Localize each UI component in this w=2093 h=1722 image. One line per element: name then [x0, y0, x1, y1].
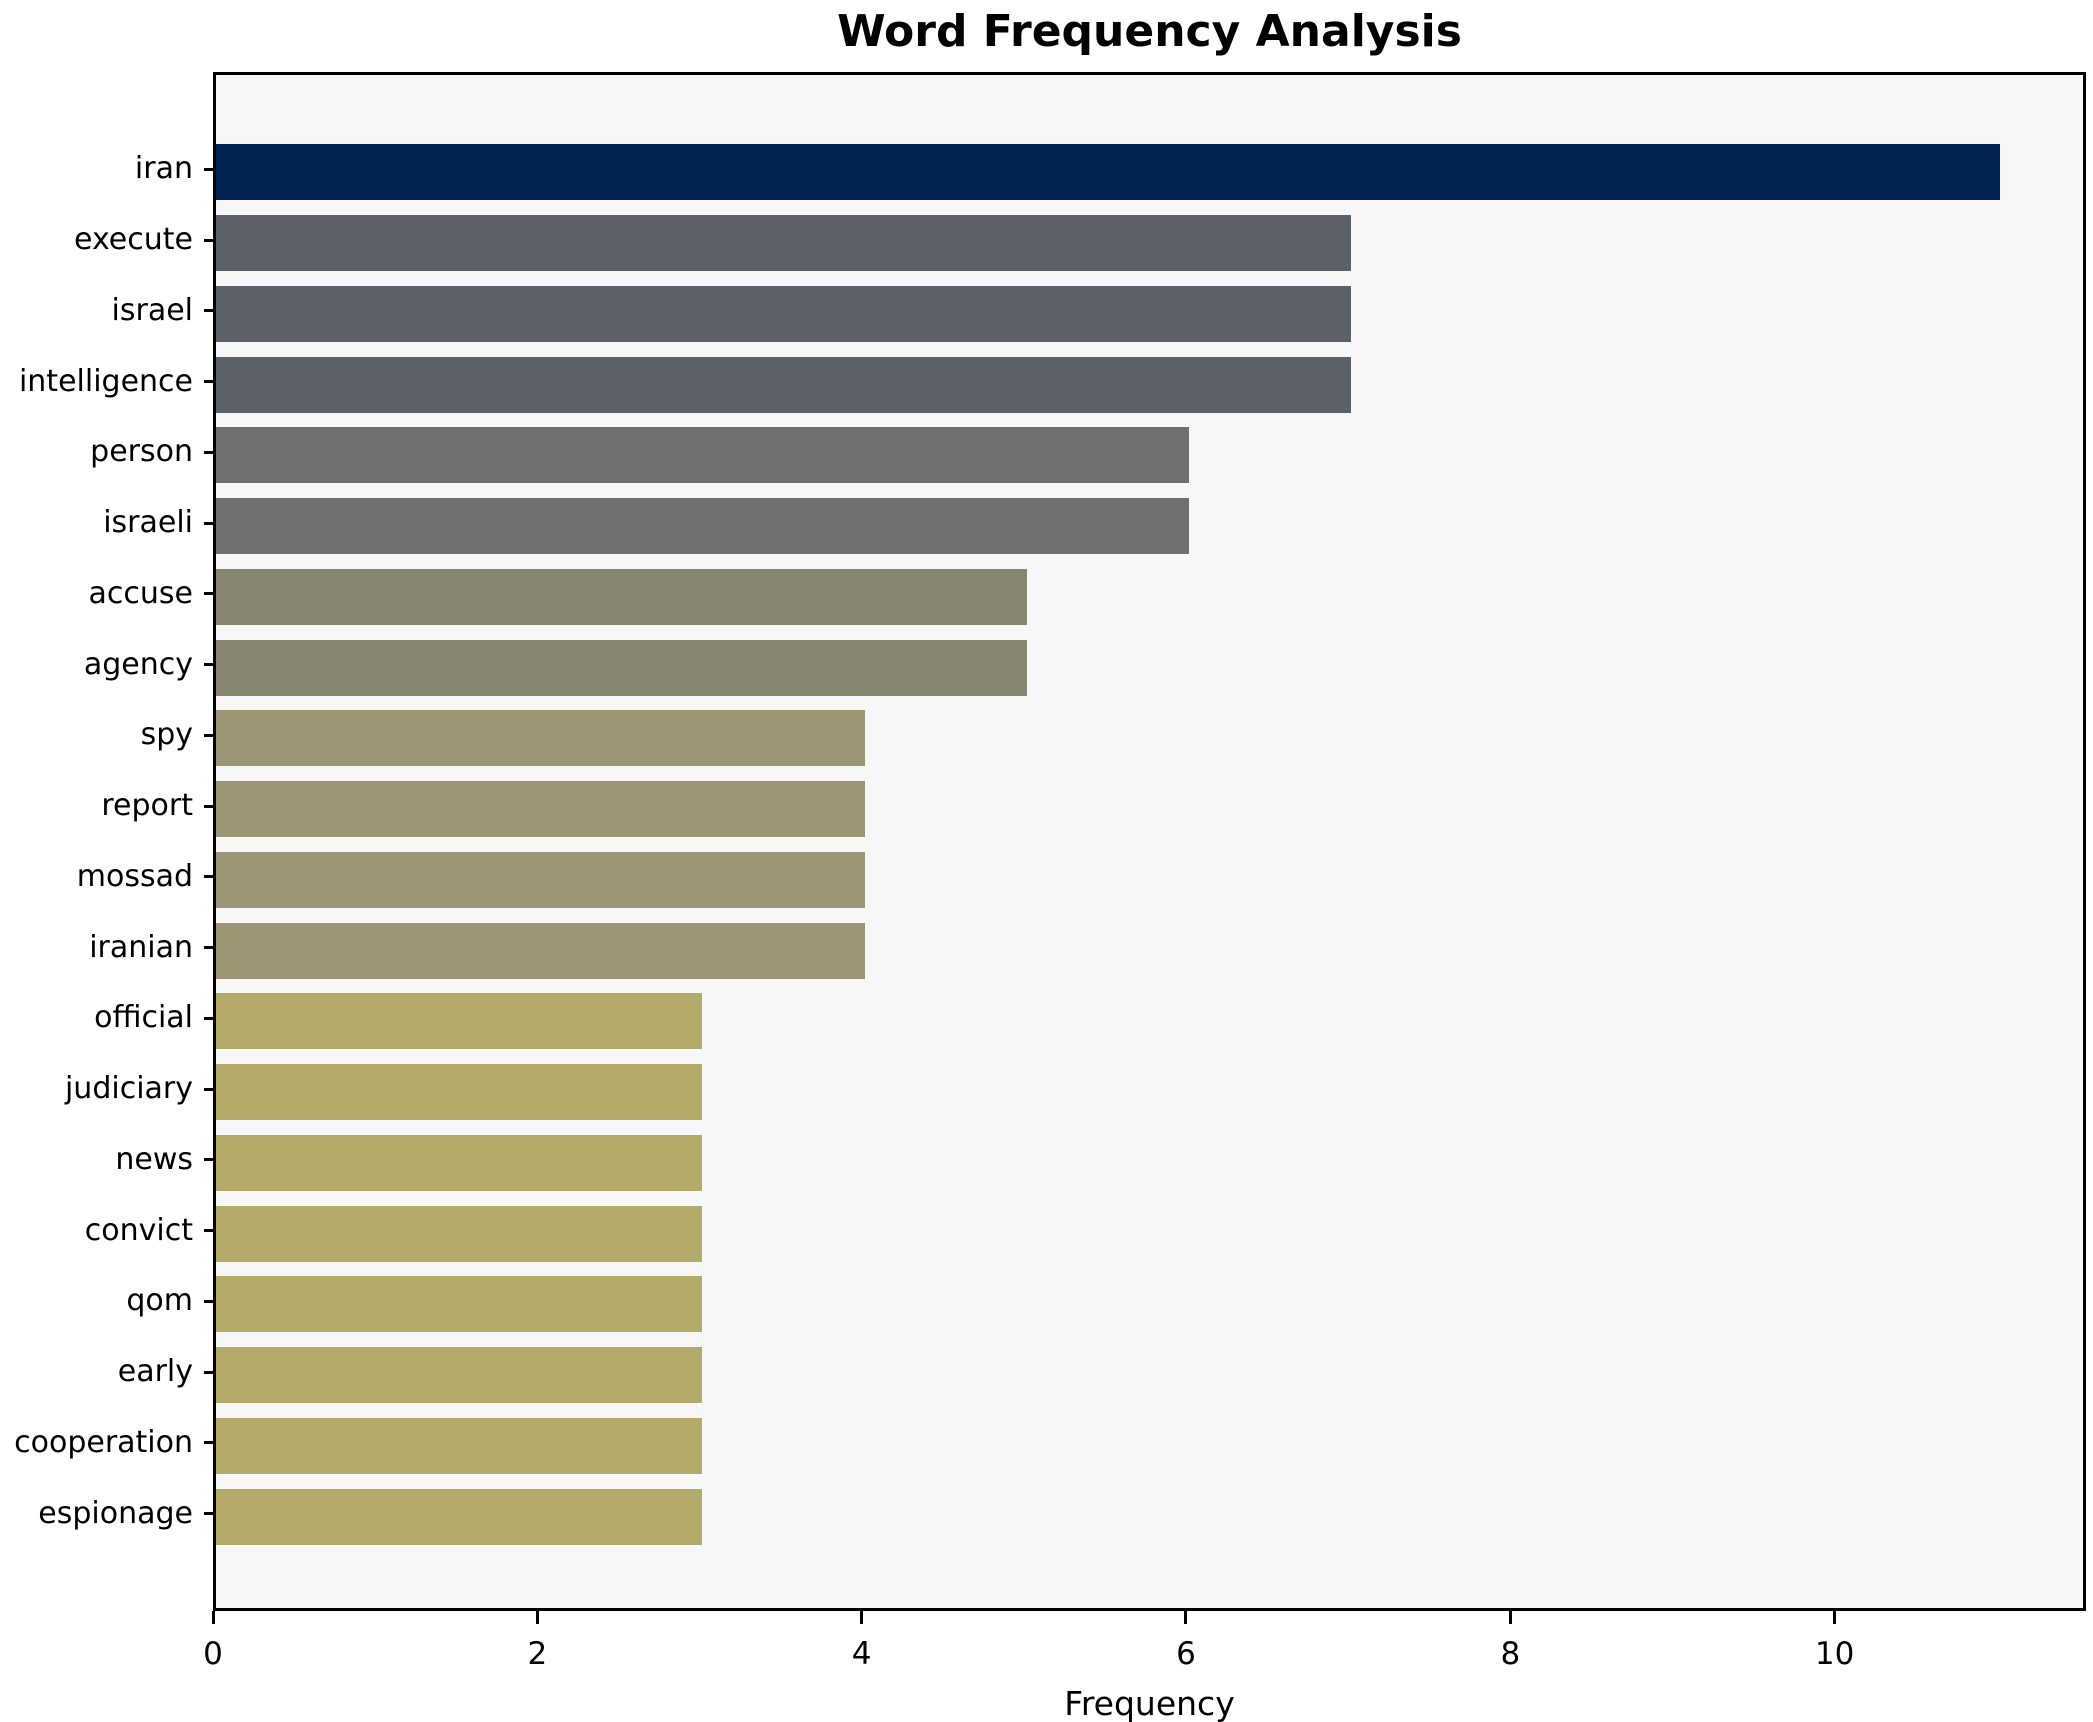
- y-tick-label-execute: execute: [74, 222, 193, 258]
- x-tick-label-4: 4: [851, 1636, 872, 1672]
- bar-mossad: [216, 851, 865, 908]
- y-tick-label-accuse: accuse: [88, 575, 193, 611]
- plot-area: [213, 72, 2086, 1611]
- y-tick-label-cooperation: cooperation: [14, 1424, 193, 1460]
- y-tick-mark: [204, 733, 213, 737]
- y-tick-label-agency: agency: [83, 646, 193, 682]
- y-tick-mark: [204, 238, 213, 242]
- x-tick-mark: [535, 1611, 539, 1624]
- x-tick-label-10: 10: [1814, 1636, 1855, 1672]
- y-tick-mark: [204, 450, 213, 454]
- x-tick-mark: [211, 1611, 215, 1624]
- bar-israeli: [216, 498, 1189, 555]
- y-tick-mark: [204, 521, 213, 525]
- y-tick-label-early: early: [117, 1354, 193, 1390]
- bar-report: [216, 781, 865, 838]
- y-tick-label-news: news: [115, 1141, 193, 1177]
- bar-convict: [216, 1205, 703, 1262]
- y-tick-mark: [204, 1016, 213, 1020]
- y-tick-mark: [204, 1229, 213, 1233]
- y-tick-label-qom: qom: [126, 1283, 193, 1319]
- bar-espionage: [216, 1488, 703, 1545]
- bar-early: [216, 1347, 703, 1404]
- y-tick-label-spy: spy: [140, 717, 193, 753]
- y-tick-mark: [204, 1158, 213, 1162]
- y-tick-mark: [204, 1087, 213, 1091]
- bar-accuse: [216, 568, 1027, 625]
- x-tick-label-6: 6: [1176, 1636, 1196, 1672]
- y-tick-mark: [204, 804, 213, 808]
- x-tick-label-8: 8: [1500, 1636, 1521, 1672]
- bar-official: [216, 993, 703, 1050]
- bar-israel: [216, 285, 1352, 342]
- y-tick-label-iranian: iranian: [89, 929, 193, 965]
- bar-qom: [216, 1276, 703, 1333]
- y-tick-label-mossad: mossad: [76, 858, 193, 894]
- y-tick-mark: [204, 875, 213, 879]
- y-tick-mark: [204, 167, 213, 171]
- bar-agency: [216, 639, 1027, 696]
- y-tick-mark: [204, 1441, 213, 1445]
- bar-execute: [216, 215, 1352, 272]
- x-tick-mark: [1184, 1611, 1188, 1624]
- y-tick-label-person: person: [90, 434, 193, 470]
- y-tick-label-official: official: [94, 1000, 193, 1036]
- x-tick-label-2: 2: [527, 1636, 548, 1672]
- bar-person: [216, 427, 1189, 484]
- y-tick-label-iran: iran: [134, 151, 193, 187]
- y-tick-mark: [204, 309, 213, 313]
- y-tick-label-espionage: espionage: [38, 1495, 193, 1531]
- y-tick-mark: [204, 1299, 213, 1303]
- y-tick-mark: [204, 380, 213, 384]
- y-tick-label-israel: israel: [111, 292, 193, 328]
- bar-judiciary: [216, 1064, 703, 1121]
- x-tick-mark: [1508, 1611, 1512, 1624]
- y-tick-label-judiciary: judiciary: [64, 1071, 193, 1107]
- x-tick-label-0: 0: [203, 1636, 223, 1672]
- y-tick-label-intelligence: intelligence: [18, 363, 193, 399]
- y-tick-mark: [204, 946, 213, 950]
- bar-news: [216, 1134, 703, 1191]
- x-tick-mark: [1833, 1611, 1837, 1624]
- bar-cooperation: [216, 1417, 703, 1474]
- y-tick-mark: [204, 1370, 213, 1374]
- y-tick-label-convict: convict: [84, 1212, 193, 1248]
- y-tick-mark: [204, 663, 213, 667]
- x-tick-mark: [860, 1611, 864, 1624]
- bar-iran: [216, 144, 2000, 201]
- y-tick-label-israeli: israeli: [103, 505, 193, 541]
- x-axis-title: Frequency: [1064, 1684, 1235, 1722]
- bar-intelligence: [216, 356, 1352, 413]
- bar-iranian: [216, 922, 865, 979]
- chart-title: Word Frequency Analysis: [837, 6, 1462, 57]
- y-tick-mark: [204, 1512, 213, 1516]
- y-tick-mark: [204, 592, 213, 596]
- y-tick-label-report: report: [101, 788, 193, 824]
- bar-spy: [216, 710, 865, 767]
